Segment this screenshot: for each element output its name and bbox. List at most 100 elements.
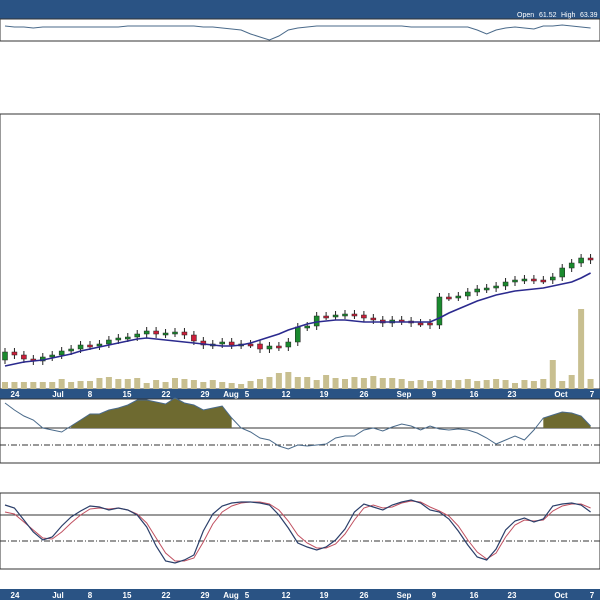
volume-bar xyxy=(455,380,462,389)
x-tick-label: 12 xyxy=(282,591,291,600)
x-tick-label: 16 xyxy=(470,591,479,600)
volume-bar xyxy=(493,379,500,389)
candle-body xyxy=(125,336,131,340)
x-tick-label: 12 xyxy=(282,390,291,399)
candle-body xyxy=(512,279,518,283)
x-tick-label: 23 xyxy=(508,591,517,600)
candle-body xyxy=(247,343,254,347)
candle-body xyxy=(181,331,188,336)
stochastic-panel xyxy=(0,492,600,570)
candle-body xyxy=(332,314,339,318)
volume-bar xyxy=(379,378,386,389)
candle-body xyxy=(559,267,565,278)
volume-bar xyxy=(77,381,84,389)
volume-bar xyxy=(578,309,585,389)
volume-bar xyxy=(115,379,122,389)
candle-body xyxy=(493,285,499,289)
top-indicator-line xyxy=(4,24,591,41)
x-tick-label: 29 xyxy=(201,591,210,600)
candle-body xyxy=(172,331,178,335)
x-tick-label: 16 xyxy=(470,390,479,399)
volume-bar xyxy=(342,379,348,389)
x-tick-label: 9 xyxy=(432,591,437,600)
x-tick-label: 5 xyxy=(245,390,250,399)
top-indicator-panel xyxy=(0,18,600,42)
candle-body xyxy=(568,262,575,269)
volume-bar xyxy=(143,383,150,389)
mid-overbought-fill-2 xyxy=(543,412,591,428)
volume-bar xyxy=(398,379,405,389)
middle-indicator-panel xyxy=(0,398,600,464)
candle-body xyxy=(361,314,367,319)
volume-bar xyxy=(105,377,112,389)
candle-body xyxy=(531,278,537,282)
volume-bar xyxy=(304,377,311,389)
candle-body xyxy=(21,354,27,360)
volume-bar xyxy=(68,382,75,389)
x-tick-label: 24 xyxy=(11,390,20,399)
high-value: 63.39 xyxy=(580,12,598,19)
candle-body xyxy=(323,315,329,319)
volume-bar xyxy=(96,378,103,389)
x-tick-label: 29 xyxy=(201,390,210,399)
x-axis-ticks: 24 Jul 8 15 22 29 Aug 5 12 19 26 Sep 9 16 23 Oct 7 xyxy=(11,390,595,399)
x-tick-label: 15 xyxy=(123,591,132,600)
candle-body xyxy=(455,295,462,299)
candle-body xyxy=(96,343,103,347)
volume-bar xyxy=(587,379,594,389)
candle-body xyxy=(427,322,433,326)
volume-bar xyxy=(521,380,528,389)
candle-body xyxy=(540,279,547,283)
x-tick-label: Jul xyxy=(52,390,64,399)
mid-overbought-fill-1 xyxy=(71,398,232,428)
volume-bar xyxy=(474,381,481,389)
volume-bar xyxy=(549,360,556,389)
volume-bar xyxy=(219,382,226,389)
volume-bar xyxy=(190,380,197,389)
candle-body xyxy=(304,325,310,329)
candle-body xyxy=(295,326,301,343)
x-tick-label: 23 xyxy=(508,390,517,399)
candle-body xyxy=(266,345,273,350)
x-tick-label: Jul xyxy=(52,591,64,600)
candle-body xyxy=(351,313,358,317)
volume-bar xyxy=(464,379,471,389)
candle-body xyxy=(58,350,65,356)
volume-bar xyxy=(483,380,490,389)
candle-body xyxy=(2,351,8,361)
volume-bars xyxy=(2,309,594,389)
middle-indicator-line xyxy=(4,397,591,450)
candle-body xyxy=(87,344,93,348)
open-value: 61.52 xyxy=(539,12,557,19)
candle-body xyxy=(153,330,159,335)
candle-body xyxy=(191,334,197,342)
volume-bar xyxy=(427,381,433,389)
candle-body xyxy=(446,296,452,300)
volume-bar xyxy=(332,378,339,389)
candle-body xyxy=(134,333,140,338)
x-tick-label: 5 xyxy=(245,591,250,600)
x-tick-label: Sep xyxy=(397,390,412,399)
volume-bar xyxy=(568,375,575,389)
candle-body xyxy=(162,332,169,336)
bottom-axis-ticks: 24 Jul 8 15 22 29 Aug 5 12 19 26 Sep 9 16 23 Oct 7 xyxy=(11,591,595,600)
volume-bar xyxy=(408,381,415,389)
candle-body xyxy=(11,351,18,356)
volume-bar xyxy=(153,380,160,389)
x-tick-label: 26 xyxy=(360,390,369,399)
volume-bar xyxy=(512,383,518,389)
x-tick-label: 8 xyxy=(88,390,93,399)
volume-bar xyxy=(39,382,46,389)
volume-bar xyxy=(162,382,169,389)
x-tick-label: 8 xyxy=(88,591,93,600)
candle-body xyxy=(502,281,509,287)
volume-bar xyxy=(30,382,37,389)
volume-bar xyxy=(20,382,27,389)
volume-bar xyxy=(360,378,367,389)
volume-bar xyxy=(11,382,18,389)
volume-bar xyxy=(370,376,377,389)
volume-bar xyxy=(540,379,547,389)
candle-body xyxy=(106,339,112,345)
candle-body xyxy=(77,344,84,350)
